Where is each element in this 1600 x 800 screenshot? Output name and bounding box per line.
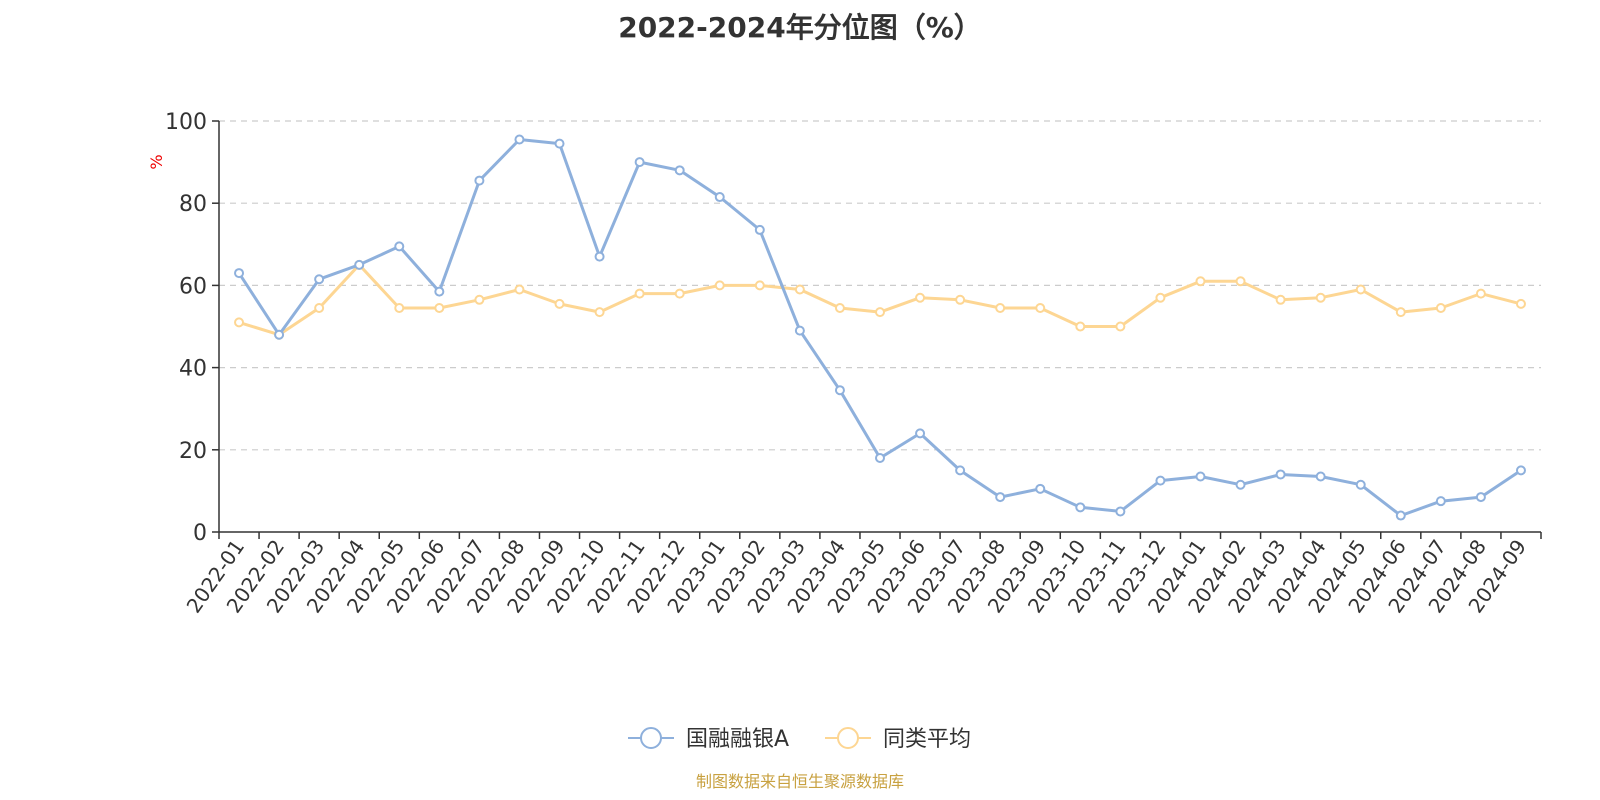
y-tick-label: 80: [179, 192, 207, 217]
data-point: [1435, 303, 1446, 314]
data-point: [394, 241, 405, 252]
data-point: [394, 303, 405, 314]
data-point: [1515, 465, 1526, 476]
data-point: [434, 303, 445, 314]
data-point: [554, 138, 565, 149]
legend-marker-icon: [640, 727, 662, 749]
data-point: [594, 307, 605, 318]
data-point: [434, 286, 445, 297]
data-point: [594, 251, 605, 262]
data-point: [634, 157, 645, 168]
data-point: [1195, 276, 1206, 287]
y-axis-label: %: [147, 154, 166, 169]
series-fund: [234, 134, 1526, 521]
data-point: [674, 288, 685, 299]
data-point: [794, 325, 805, 336]
data-point: [474, 294, 485, 305]
data-point: [674, 165, 685, 176]
grid-lines: [219, 120, 1541, 451]
data-point: [1035, 303, 1046, 314]
data-point: [1155, 292, 1166, 303]
data-point: [514, 284, 525, 295]
data-point: [1515, 298, 1526, 309]
y-tick-label: 20: [179, 439, 207, 464]
data-point: [314, 303, 325, 314]
data-point: [1275, 294, 1286, 305]
data-point: [995, 492, 1006, 503]
data-point: [754, 280, 765, 291]
data-point: [514, 134, 525, 145]
data-point: [875, 307, 885, 318]
data-point: [915, 428, 926, 439]
y-tick-label: 60: [179, 274, 207, 299]
series-peer-average: [234, 259, 1526, 340]
data-point: [915, 292, 926, 303]
data-point: [1115, 506, 1126, 517]
data-point: [1235, 479, 1246, 490]
data-point: [834, 303, 845, 314]
legend-label: 同类平均: [883, 727, 971, 752]
series-line: [238, 263, 1522, 337]
data-point: [1395, 510, 1406, 521]
data-source-note: 制图数据来自恒生聚源数据库: [695, 772, 904, 791]
data-point: [1355, 284, 1366, 295]
y-tick-label: 40: [179, 357, 207, 382]
chart-title: 2022-2024年分位图（%）: [618, 11, 982, 44]
y-tick-label: 0: [193, 521, 207, 546]
data-point: [834, 385, 845, 396]
legend-marker-icon: [837, 727, 859, 749]
data-point: [314, 274, 325, 285]
data-point: [1355, 479, 1366, 490]
data-point: [1475, 492, 1486, 503]
data-point: [794, 284, 805, 295]
data-point: [1035, 483, 1046, 494]
data-point: [1075, 502, 1086, 513]
data-point: [554, 298, 565, 309]
data-point: [1235, 276, 1246, 287]
data-point: [995, 303, 1006, 314]
data-point: [634, 288, 645, 299]
data-point: [234, 317, 245, 328]
series-lines: [234, 134, 1526, 521]
legend-item-peer-average[interactable]: 同类平均: [825, 727, 971, 752]
data-point: [1195, 471, 1206, 482]
data-point: [714, 280, 725, 291]
data-point: [1155, 475, 1166, 486]
data-point: [714, 192, 725, 203]
data-point: [474, 175, 485, 186]
data-point: [1315, 471, 1326, 482]
data-point: [1435, 496, 1446, 507]
legend: 国融融银A 同类平均: [628, 727, 971, 752]
data-point: [354, 259, 365, 270]
data-point: [234, 268, 245, 279]
axes: 020406080100%2022-012022-022022-032022-0…: [147, 110, 1542, 617]
data-point: [1395, 307, 1406, 318]
data-point: [1315, 292, 1326, 303]
data-point: [274, 329, 285, 340]
data-point: [754, 224, 765, 235]
legend-label: 国融融银A: [686, 727, 789, 752]
y-tick-label: 100: [165, 110, 207, 135]
data-point: [1075, 321, 1086, 332]
legend-item-fund[interactable]: 国融融银A: [628, 727, 789, 752]
data-point: [1275, 469, 1286, 480]
data-point: [1475, 288, 1486, 299]
data-point: [1115, 321, 1126, 332]
data-point: [875, 453, 885, 464]
data-point: [955, 465, 966, 476]
data-point: [955, 294, 966, 305]
